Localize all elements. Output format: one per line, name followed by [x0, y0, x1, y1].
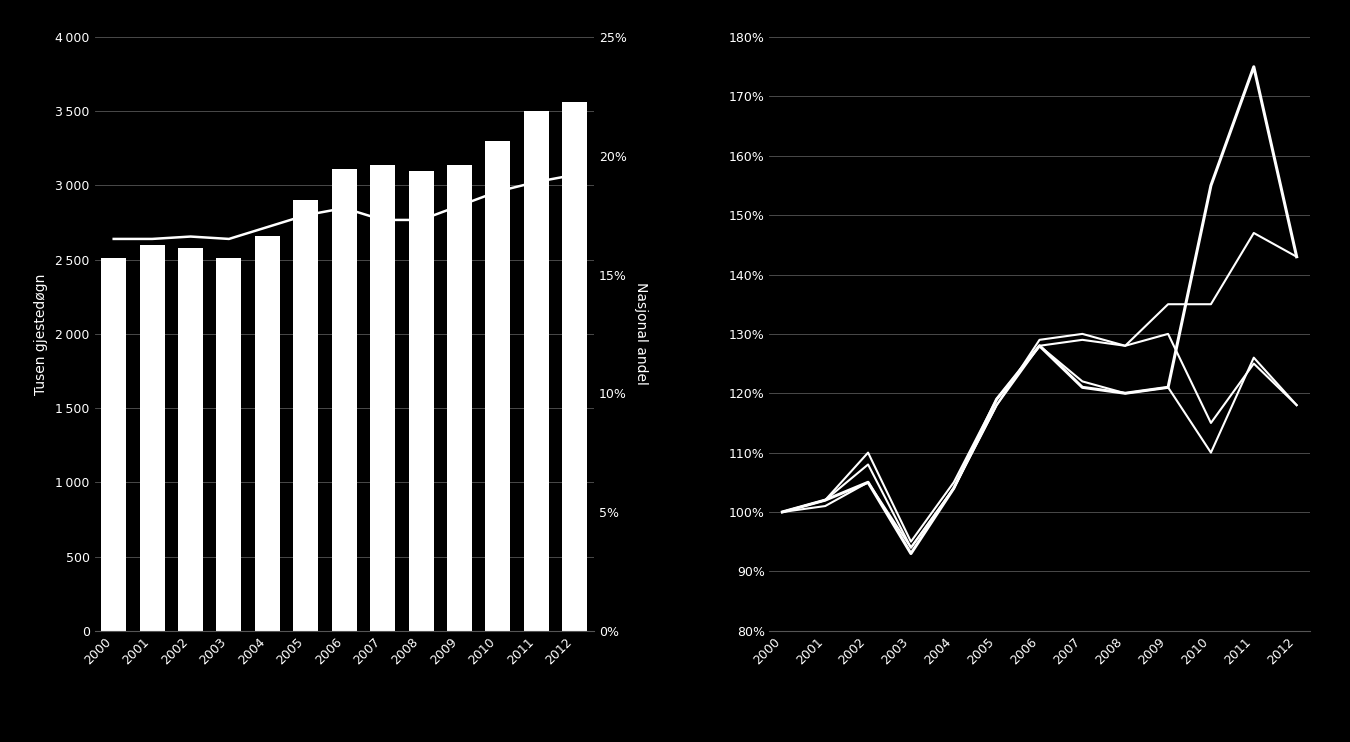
Arbeidsreisende	[775, 508, 791, 516]
Utlendinger	[1246, 62, 1262, 71]
Ferie/fritid	[1288, 401, 1304, 410]
Bar	[486, 141, 510, 631]
Nordmenn	[988, 401, 1004, 410]
Nordmenn	[817, 502, 833, 510]
Line: Arbeidsreisende: Arbeidsreisende	[783, 334, 1296, 548]
Utlendinger	[988, 395, 1004, 404]
Bar	[255, 236, 279, 631]
Nordmenn	[1288, 252, 1304, 261]
Ferie/fritid	[817, 496, 833, 505]
Arbeidsreisende	[903, 543, 919, 552]
Utlendinger	[817, 496, 833, 505]
Utlendinger	[1031, 341, 1048, 350]
Ferie/fritid	[1160, 383, 1176, 392]
Nordmenn	[860, 478, 876, 487]
Arbeidsreisende	[1160, 329, 1176, 338]
Bar	[332, 169, 356, 631]
Ferie/fritid	[988, 395, 1004, 404]
Ferie/fritid	[775, 508, 791, 516]
Nordmenn	[1203, 300, 1219, 309]
Y-axis label: Nasjonal andel: Nasjonal andel	[633, 283, 648, 385]
Nordmenn	[903, 543, 919, 552]
Ferie/fritid	[1075, 377, 1091, 386]
Ferie/fritid	[1246, 353, 1262, 362]
Bar	[563, 102, 587, 631]
Utlendinger	[1160, 383, 1176, 392]
Arbeidsreisende	[946, 484, 963, 493]
Nordmenn	[1160, 300, 1176, 309]
Bar	[216, 258, 242, 631]
Bar	[447, 165, 472, 631]
Utlendinger	[903, 549, 919, 558]
Utlendinger	[1203, 181, 1219, 190]
Y-axis label: Tusen gjestedøgn: Tusen gjestedøgn	[34, 273, 49, 395]
Arbeidsreisende	[1031, 341, 1048, 350]
Ferie/fritid	[1203, 448, 1219, 457]
Utlendinger	[1288, 252, 1304, 261]
Ferie/fritid	[1116, 389, 1133, 398]
Line: Utlendinger: Utlendinger	[783, 67, 1296, 554]
Bar	[293, 200, 319, 631]
Utlendinger	[946, 484, 963, 493]
Bar	[370, 165, 396, 631]
Ferie/fritid	[1031, 341, 1048, 350]
Arbeidsreisende	[1075, 335, 1091, 344]
Utlendinger	[1116, 389, 1133, 398]
Arbeidsreisende	[817, 496, 833, 505]
Ferie/fritid	[860, 448, 876, 457]
Arbeidsreisende	[988, 401, 1004, 410]
Ferie/fritid	[903, 537, 919, 546]
Arbeidsreisende	[1246, 359, 1262, 368]
Line: Ferie/fritid: Ferie/fritid	[783, 346, 1296, 542]
Utlendinger	[775, 508, 791, 516]
Bar	[101, 258, 126, 631]
Nordmenn	[775, 508, 791, 516]
Arbeidsreisende	[1288, 401, 1304, 410]
Bar	[524, 111, 549, 631]
Nordmenn	[1031, 335, 1048, 344]
Utlendinger	[860, 478, 876, 487]
Utlendinger	[1075, 383, 1091, 392]
Arbeidsreisende	[1116, 341, 1133, 350]
Bar	[139, 245, 165, 631]
Line: Nordmenn: Nordmenn	[783, 233, 1296, 548]
Nordmenn	[1116, 341, 1133, 350]
Nordmenn	[1246, 229, 1262, 237]
Bar	[409, 171, 433, 631]
Bar	[178, 248, 202, 631]
Nordmenn	[946, 484, 963, 493]
Ferie/fritid	[946, 478, 963, 487]
Arbeidsreisende	[1203, 418, 1219, 427]
Arbeidsreisende	[860, 460, 876, 469]
Nordmenn	[1075, 329, 1091, 338]
